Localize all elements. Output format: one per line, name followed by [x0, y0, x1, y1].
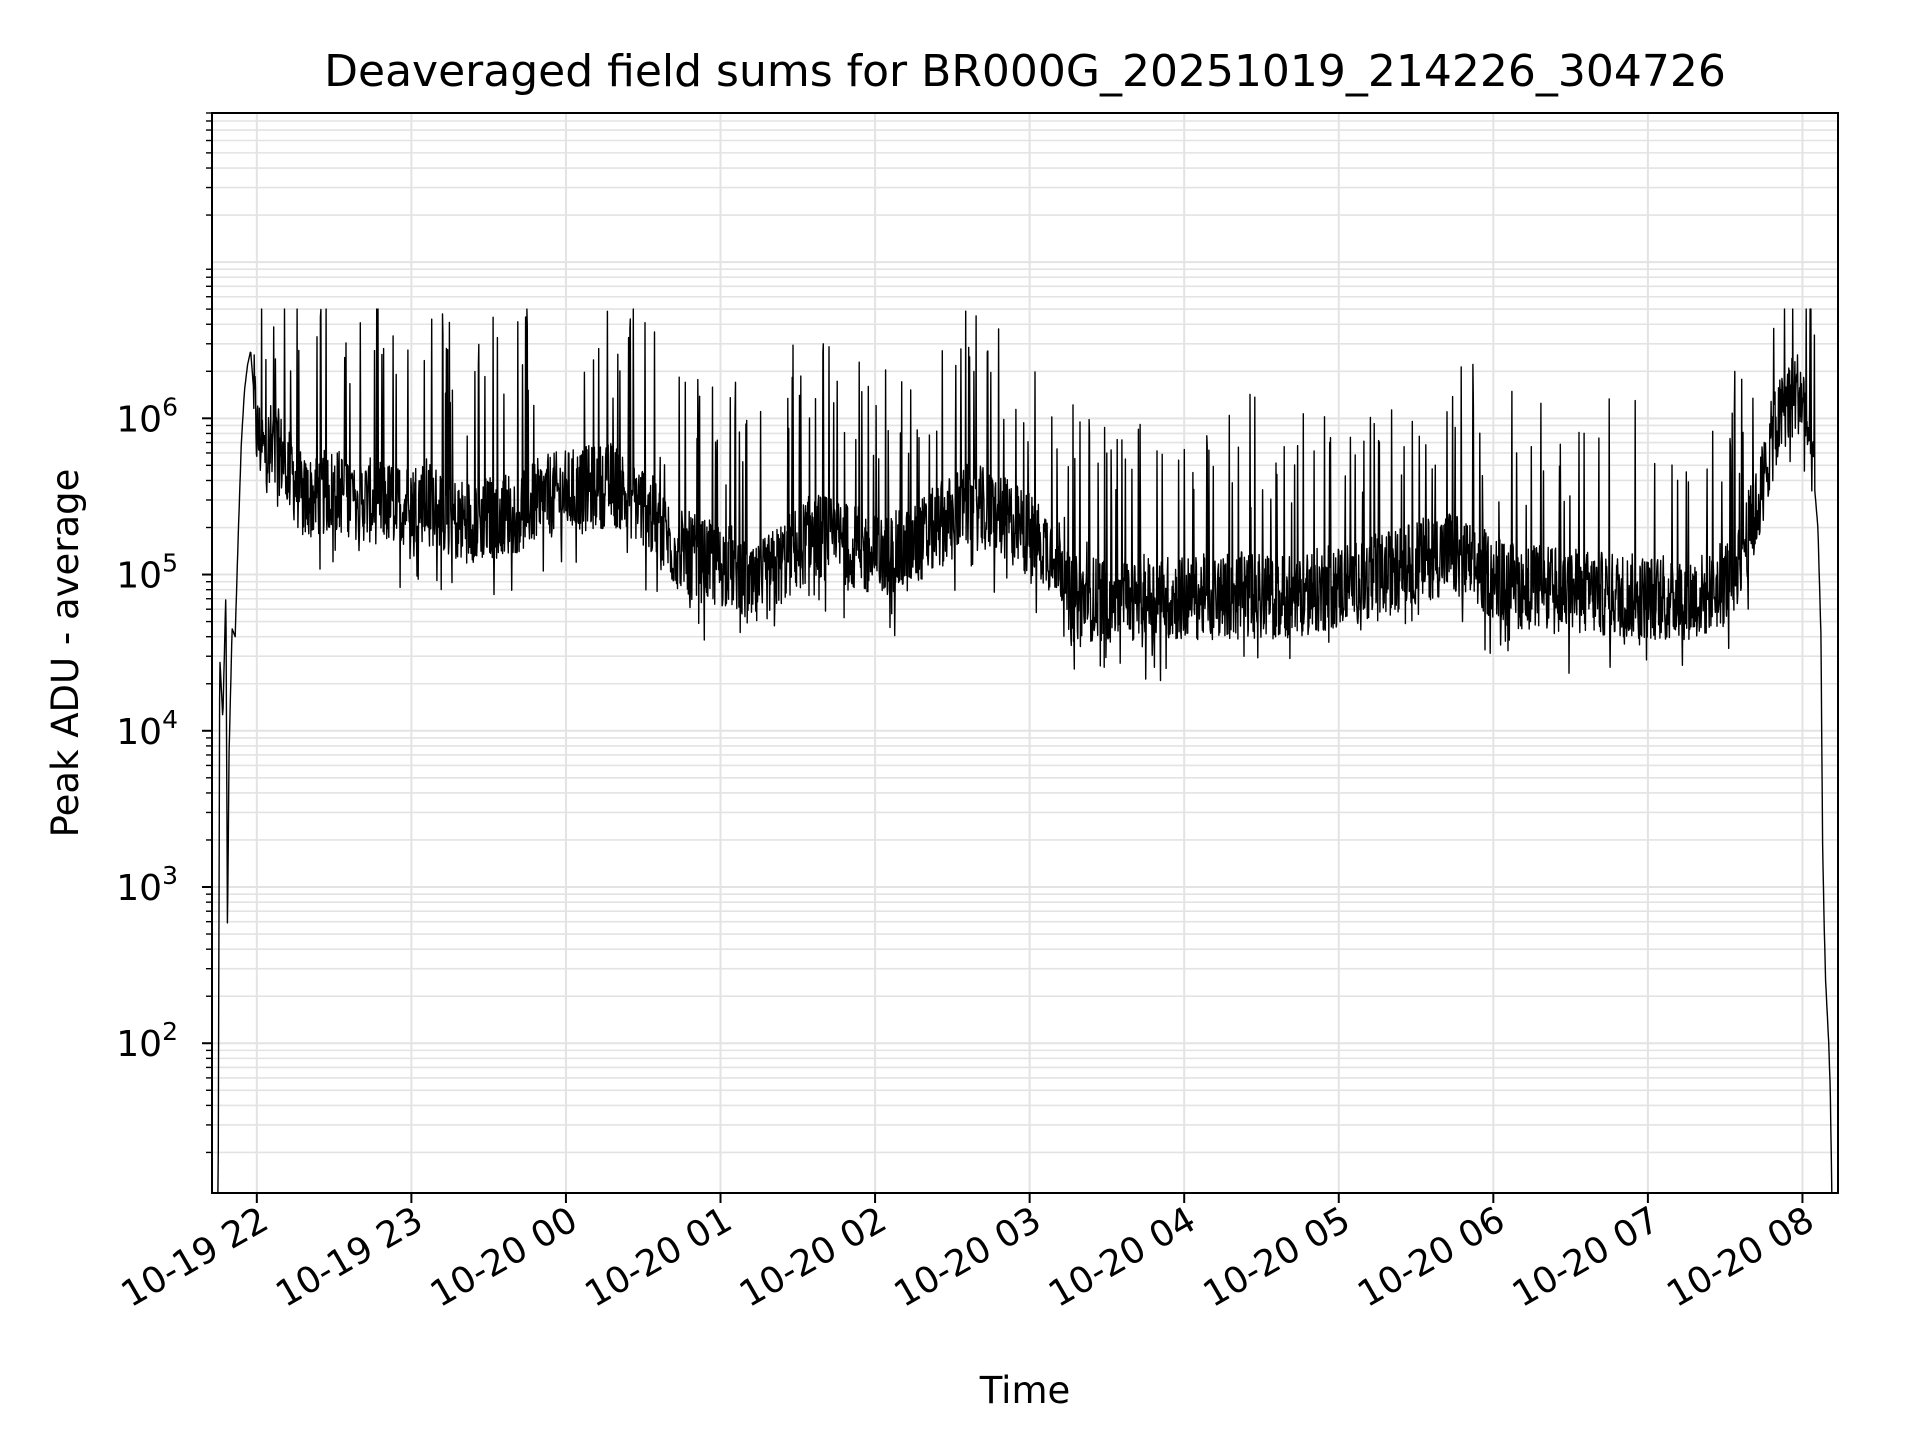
x-axis-label: Time [979, 1369, 1071, 1412]
series-line [213, 308, 1833, 1194]
y-axis-label: Peak ADU - average [44, 469, 87, 838]
chart-title: Deaveraged field sums for BR000G_2025101… [324, 46, 1726, 97]
series-line-group [213, 308, 1833, 1194]
y-tick-label: 102 [116, 1017, 178, 1065]
y-tick-label: 105 [116, 549, 178, 597]
plot-frame [211, 112, 1839, 1194]
y-tick-label: 103 [116, 861, 178, 909]
y-axis: 102 103 104 105 106 [116, 112, 212, 1154]
y-tick-label: 104 [116, 705, 178, 753]
y-tick-label: 106 [116, 392, 178, 440]
